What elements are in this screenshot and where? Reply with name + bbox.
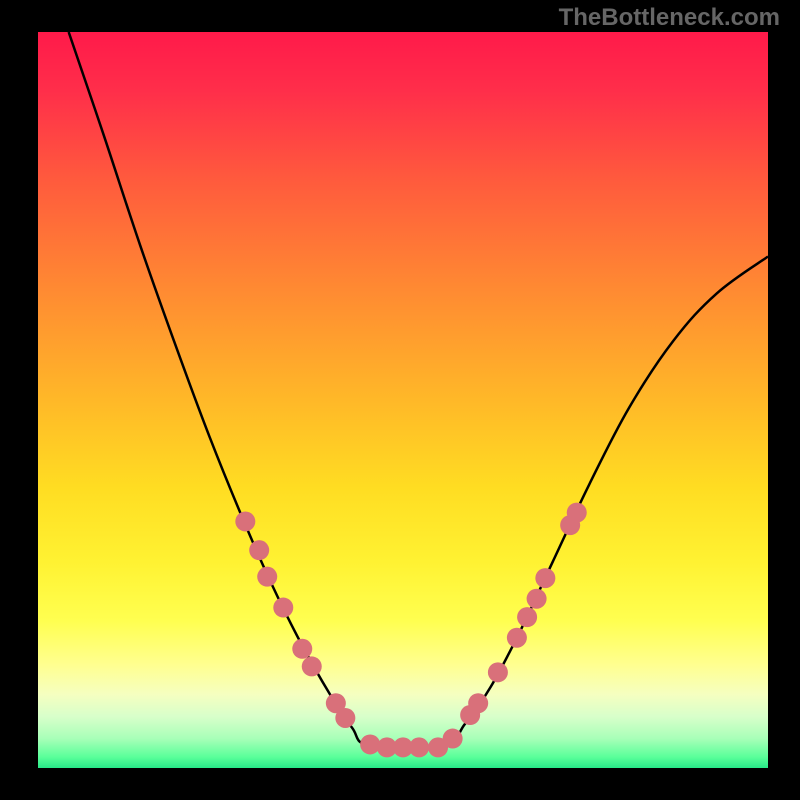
data-marker — [535, 568, 555, 588]
plot-area — [38, 32, 768, 768]
curve-overlay — [38, 32, 768, 768]
marker-group — [235, 503, 586, 758]
data-marker — [409, 737, 429, 757]
data-marker — [257, 567, 277, 587]
data-marker — [567, 503, 587, 523]
data-marker — [273, 598, 293, 618]
data-marker — [468, 693, 488, 713]
data-marker — [302, 656, 322, 676]
data-marker — [517, 607, 537, 627]
data-marker — [292, 639, 312, 659]
bottleneck-curve — [69, 32, 768, 749]
data-marker — [335, 708, 355, 728]
data-marker — [443, 729, 463, 749]
data-marker — [249, 540, 269, 560]
data-marker — [488, 662, 508, 682]
data-marker — [360, 734, 380, 754]
watermark-text: TheBottleneck.com — [559, 4, 780, 32]
data-marker — [507, 628, 527, 648]
data-marker — [527, 589, 547, 609]
data-marker — [235, 511, 255, 531]
